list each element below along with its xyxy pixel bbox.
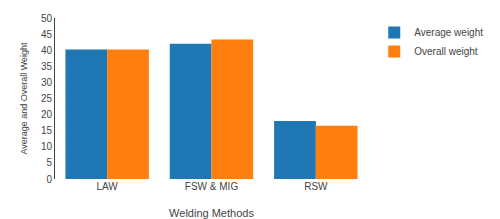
svg-text:10: 10 — [41, 141, 53, 152]
svg-text:0: 0 — [46, 174, 52, 185]
svg-text:50: 50 — [41, 13, 53, 24]
svg-text:15: 15 — [41, 125, 53, 136]
svg-text:FSW & MIG: FSW & MIG — [185, 181, 239, 192]
svg-text:RSW: RSW — [304, 181, 328, 192]
svg-text:5: 5 — [46, 157, 52, 168]
svg-text:Welding Methods: Welding Methods — [169, 207, 254, 219]
svg-text:35: 35 — [41, 61, 53, 72]
svg-text:LAW: LAW — [97, 181, 119, 192]
svg-text:40: 40 — [41, 45, 53, 56]
svg-text:45: 45 — [41, 29, 53, 40]
svg-text:Overall weight: Overall weight — [414, 46, 478, 57]
svg-text:Average and Overall Weight: Average and Overall Weight — [19, 42, 29, 155]
svg-text:30: 30 — [41, 77, 53, 88]
svg-text:Average weight: Average weight — [414, 27, 483, 38]
svg-text:20: 20 — [41, 109, 53, 120]
svg-text:25: 25 — [41, 93, 53, 104]
